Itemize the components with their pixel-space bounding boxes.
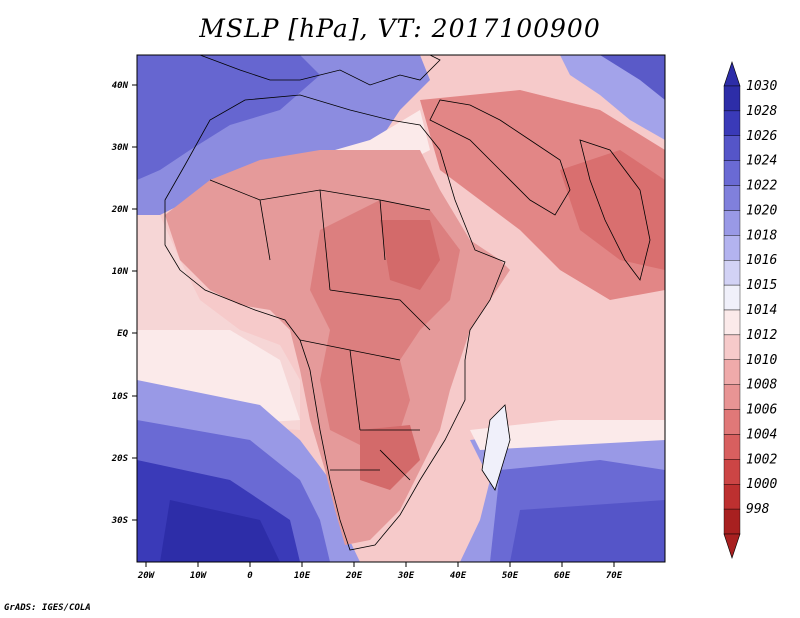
colorbar-label: 1014 bbox=[746, 303, 777, 318]
x-tick-label: 10W bbox=[190, 571, 208, 581]
colorbar-swatch bbox=[723, 210, 741, 236]
colorbar-swatch bbox=[723, 359, 741, 385]
colorbar-label: 1015 bbox=[746, 278, 777, 293]
x-tick-label: 20E bbox=[345, 571, 363, 581]
y-tick-label: EQ bbox=[117, 329, 128, 339]
colorbar-label: 1026 bbox=[746, 129, 777, 144]
colorbar-bottom-arrow bbox=[723, 533, 741, 559]
colorbar-swatch bbox=[723, 260, 741, 286]
colorbar-swatch bbox=[723, 235, 741, 261]
colorbar-top-arrow bbox=[723, 61, 741, 87]
colorbar-swatch bbox=[723, 185, 741, 211]
x-tick-label: 30E bbox=[397, 571, 415, 581]
y-axis: 40N 30N 20N 10N EQ 10S 20S 30S bbox=[111, 81, 137, 526]
colorbar-label: 1002 bbox=[746, 452, 777, 467]
colorbar-swatch bbox=[723, 334, 741, 360]
page-title: MSLP [hPa], VT: 2017100900 bbox=[199, 14, 601, 43]
colorbar-label: 1012 bbox=[746, 328, 777, 343]
country-borders bbox=[209, 179, 431, 481]
colorbar-swatch bbox=[723, 85, 741, 112]
colorbar-swatch bbox=[723, 384, 741, 410]
colorbar-label: 1010 bbox=[746, 353, 777, 368]
colorbar-swatch bbox=[723, 110, 741, 136]
colorbar-swatch bbox=[723, 309, 741, 336]
colorbar-label: 1022 bbox=[746, 179, 777, 194]
colorbar: 1030 1028 1026 1024 1022 1020 1018 1016 1015 1014… bbox=[723, 61, 777, 559]
colorbar-swatch bbox=[723, 135, 741, 161]
colorbar-swatch bbox=[723, 434, 741, 460]
y-tick-label: 30N bbox=[111, 143, 129, 153]
plot-frame bbox=[136, 54, 666, 563]
colorbar-label: 1024 bbox=[746, 154, 777, 169]
arabia-coastline bbox=[429, 99, 571, 216]
x-tick-label: 50E bbox=[502, 571, 519, 581]
europe-coastline bbox=[199, 55, 441, 86]
india-coastline bbox=[579, 139, 651, 281]
x-tick-label: 40E bbox=[450, 571, 467, 581]
x-tick-label: 0 bbox=[247, 571, 253, 581]
y-tick-label: 10N bbox=[112, 267, 129, 277]
x-tick-label: 20W bbox=[137, 571, 156, 581]
colorbar-swatch bbox=[723, 409, 741, 435]
colorbar-swatch bbox=[723, 484, 741, 510]
y-tick-label: 20N bbox=[111, 205, 129, 215]
colorbar-label: 1004 bbox=[746, 427, 777, 442]
madagascar-coastline bbox=[481, 404, 511, 491]
colorbar-label: 1028 bbox=[746, 104, 777, 119]
y-tick-label: 40N bbox=[112, 81, 129, 91]
colorbar-swatch bbox=[723, 284, 741, 311]
africa-coastline bbox=[164, 94, 506, 551]
colorbar-swatch bbox=[723, 459, 741, 485]
colorbar-label: 1008 bbox=[746, 378, 777, 393]
pressure-field bbox=[137, 55, 665, 562]
x-axis: 20W 10W 0 10E 20E 30E 40E 50E 60E 70E bbox=[137, 562, 623, 581]
colorbar-label: 1030 bbox=[746, 79, 777, 94]
colorbar-label: 1016 bbox=[746, 253, 777, 268]
credit-label: GrADS: IGES/COLA bbox=[4, 603, 91, 613]
x-tick-label: 10E bbox=[294, 571, 311, 581]
x-tick-label: 70E bbox=[606, 571, 623, 581]
y-tick-label: 30S bbox=[111, 516, 129, 526]
colorbar-label: 1020 bbox=[746, 203, 777, 218]
y-tick-label: 20S bbox=[111, 454, 129, 464]
x-tick-label: 60E bbox=[554, 571, 571, 581]
y-tick-label: 10S bbox=[112, 392, 129, 402]
colorbar-label: 1006 bbox=[746, 403, 777, 418]
coastlines bbox=[164, 55, 651, 551]
colorbar-label: 998 bbox=[746, 502, 770, 517]
colorbar-swatch bbox=[723, 160, 741, 186]
colorbar-swatch bbox=[723, 508, 741, 535]
colorbar-label: 1000 bbox=[746, 477, 777, 492]
colorbar-label: 1018 bbox=[746, 228, 777, 243]
